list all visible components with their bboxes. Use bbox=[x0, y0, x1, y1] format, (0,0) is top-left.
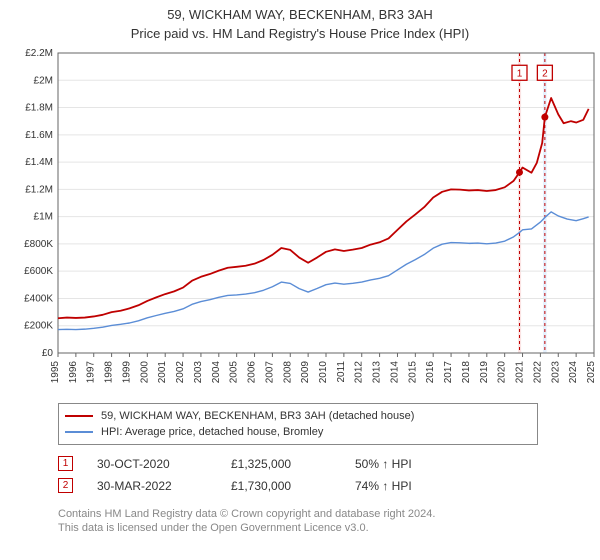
svg-text:2002: 2002 bbox=[175, 360, 186, 383]
legend-swatch bbox=[65, 415, 93, 417]
svg-text:2025: 2025 bbox=[586, 360, 597, 383]
footer-line: Contains HM Land Registry data © Crown c… bbox=[58, 507, 548, 521]
svg-text:1: 1 bbox=[517, 68, 523, 79]
chart-subtitle: Price paid vs. HM Land Registry's House … bbox=[8, 26, 592, 41]
svg-text:2016: 2016 bbox=[425, 360, 436, 383]
svg-text:1996: 1996 bbox=[68, 360, 79, 383]
svg-text:£2.2M: £2.2M bbox=[25, 48, 53, 59]
sale-points-table: 1 30-OCT-2020 £1,325,000 50% ↑ HPI 2 30-… bbox=[58, 453, 538, 497]
svg-text:2007: 2007 bbox=[264, 360, 275, 383]
svg-text:2: 2 bbox=[542, 68, 548, 79]
svg-text:2001: 2001 bbox=[157, 360, 168, 383]
chart-plot: £0 £200K £400K £600K £800K £1M £1.2M £1.4M £1.6M… bbox=[8, 47, 592, 399]
svg-text:2005: 2005 bbox=[229, 360, 240, 383]
svg-text:2018: 2018 bbox=[461, 360, 472, 383]
svg-text:2023: 2023 bbox=[550, 360, 561, 383]
chart-title: 59, WICKHAM WAY, BECKENHAM, BR3 3AH bbox=[8, 6, 592, 24]
svg-text:2015: 2015 bbox=[407, 360, 418, 383]
svg-text:2008: 2008 bbox=[282, 360, 293, 383]
point-diff: 50% ↑ HPI bbox=[355, 457, 465, 471]
svg-text:2012: 2012 bbox=[354, 360, 365, 383]
svg-text:1999: 1999 bbox=[121, 360, 132, 383]
line-chart-svg: £0 £200K £400K £600K £800K £1M £1.2M £1.4M £1.6M… bbox=[8, 47, 600, 399]
svg-text:£400K: £400K bbox=[24, 293, 53, 304]
legend-item: 59, WICKHAM WAY, BECKENHAM, BR3 3AH (det… bbox=[65, 408, 531, 424]
svg-text:£200K: £200K bbox=[24, 320, 53, 331]
svg-text:£2M: £2M bbox=[34, 75, 53, 86]
table-row: 2 30-MAR-2022 £1,730,000 74% ↑ HPI bbox=[58, 475, 538, 497]
legend-swatch bbox=[65, 431, 93, 433]
table-row: 1 30-OCT-2020 £1,325,000 50% ↑ HPI bbox=[58, 453, 538, 475]
svg-text:2024: 2024 bbox=[568, 360, 579, 383]
svg-text:£1.4M: £1.4M bbox=[25, 157, 53, 168]
svg-text:1997: 1997 bbox=[86, 360, 97, 383]
legend: 59, WICKHAM WAY, BECKENHAM, BR3 3AH (det… bbox=[58, 403, 538, 445]
svg-text:2021: 2021 bbox=[515, 360, 526, 383]
svg-text:2017: 2017 bbox=[443, 360, 454, 383]
svg-text:2006: 2006 bbox=[247, 360, 258, 383]
svg-text:2020: 2020 bbox=[497, 360, 508, 383]
point-marker-box: 2 bbox=[58, 478, 73, 493]
svg-text:2019: 2019 bbox=[479, 360, 490, 383]
svg-text:2013: 2013 bbox=[372, 360, 383, 383]
svg-text:1995: 1995 bbox=[50, 360, 61, 383]
svg-text:2004: 2004 bbox=[211, 360, 222, 383]
svg-text:2009: 2009 bbox=[300, 360, 311, 383]
chart-container: 59, WICKHAM WAY, BECKENHAM, BR3 3AH Pric… bbox=[0, 0, 600, 543]
svg-text:£1M: £1M bbox=[34, 211, 53, 222]
svg-text:1998: 1998 bbox=[104, 360, 115, 383]
footer-line: This data is licensed under the Open Gov… bbox=[58, 521, 548, 535]
point-date: 30-OCT-2020 bbox=[97, 457, 207, 471]
svg-text:2000: 2000 bbox=[139, 360, 150, 383]
point-price: £1,325,000 bbox=[231, 457, 331, 471]
svg-text:2003: 2003 bbox=[193, 360, 204, 383]
footer-attribution: Contains HM Land Registry data © Crown c… bbox=[58, 507, 548, 536]
svg-text:2014: 2014 bbox=[389, 360, 400, 383]
point-price: £1,730,000 bbox=[231, 479, 331, 493]
svg-text:£1.8M: £1.8M bbox=[25, 102, 53, 113]
legend-label: HPI: Average price, detached house, Brom… bbox=[101, 426, 323, 438]
svg-text:£1.2M: £1.2M bbox=[25, 184, 53, 195]
svg-text:£800K: £800K bbox=[24, 238, 53, 249]
legend-label: 59, WICKHAM WAY, BECKENHAM, BR3 3AH (det… bbox=[101, 410, 414, 422]
legend-item: HPI: Average price, detached house, Brom… bbox=[65, 424, 531, 440]
svg-text:£0: £0 bbox=[42, 348, 54, 359]
svg-text:2022: 2022 bbox=[532, 360, 543, 383]
svg-text:2010: 2010 bbox=[318, 360, 329, 383]
svg-text:£600K: £600K bbox=[24, 266, 53, 277]
svg-text:2011: 2011 bbox=[336, 360, 347, 382]
svg-text:£1.6M: £1.6M bbox=[25, 129, 53, 140]
point-marker-box: 1 bbox=[58, 456, 73, 471]
point-date: 30-MAR-2022 bbox=[97, 479, 207, 493]
point-diff: 74% ↑ HPI bbox=[355, 479, 465, 493]
